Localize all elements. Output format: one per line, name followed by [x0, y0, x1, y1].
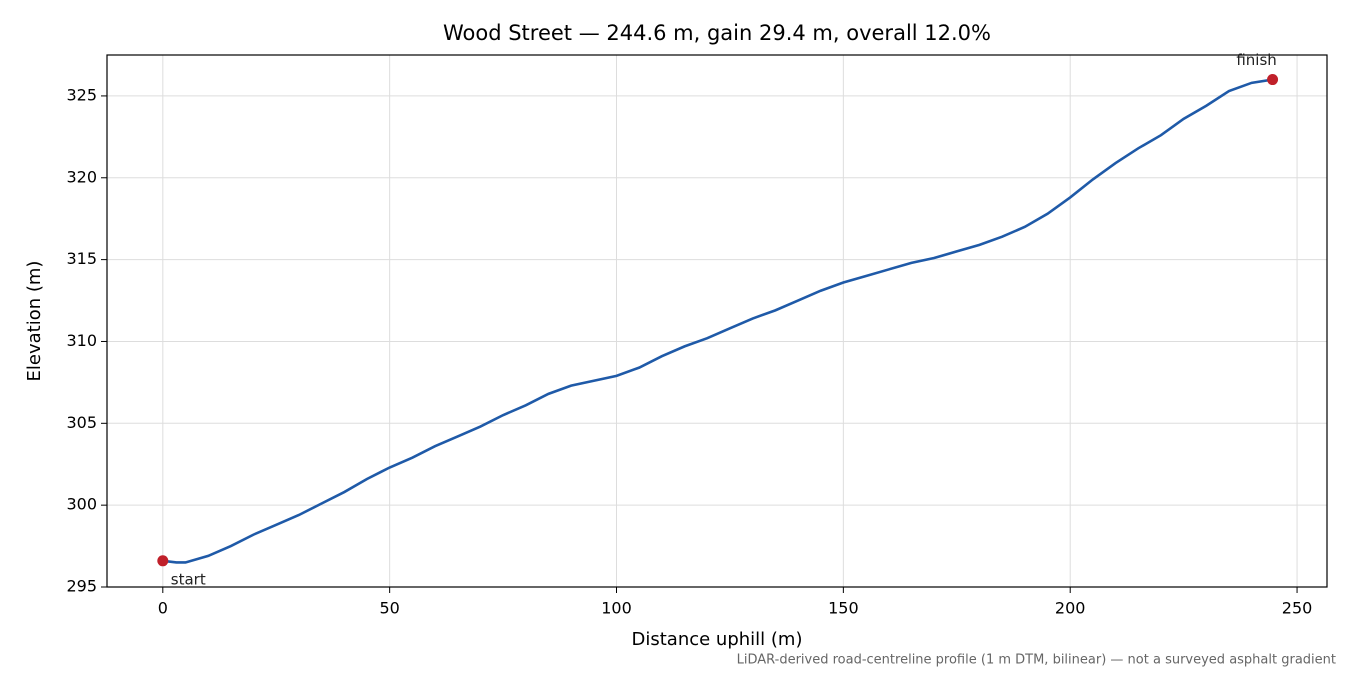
x-tick-label: 150 [828, 599, 859, 618]
x-tick-label: 50 [379, 599, 399, 618]
x-tick-label: 200 [1055, 599, 1086, 618]
endpoint-marker [1267, 74, 1279, 86]
y-tick-label: 310 [66, 331, 97, 350]
endpoint-label: start [171, 570, 206, 588]
y-tick-label: 320 [66, 167, 97, 186]
x-axis-label: Distance uphill (m) [632, 629, 803, 650]
endpoint-label: finish [1236, 51, 1276, 69]
footnote: LiDAR-derived road-centreline profile (1… [737, 653, 1336, 668]
plot-frame [106, 54, 1328, 588]
y-tick-label: 305 [66, 413, 97, 432]
y-tick-label: 315 [66, 249, 97, 268]
x-tick-label: 100 [601, 599, 632, 618]
y-tick-label: 295 [66, 577, 97, 596]
chart-title: Wood Street — 244.6 m, gain 29.4 m, over… [443, 21, 991, 45]
endpoint-marker [157, 555, 169, 567]
x-tick-label: 250 [1282, 599, 1313, 618]
elevation-line [162, 78, 1273, 564]
x-tick-label: 0 [158, 599, 168, 618]
y-tick-label: 325 [66, 85, 97, 104]
y-axis-label: Elevation (m) [24, 261, 45, 382]
y-tick-label: 300 [66, 495, 97, 514]
